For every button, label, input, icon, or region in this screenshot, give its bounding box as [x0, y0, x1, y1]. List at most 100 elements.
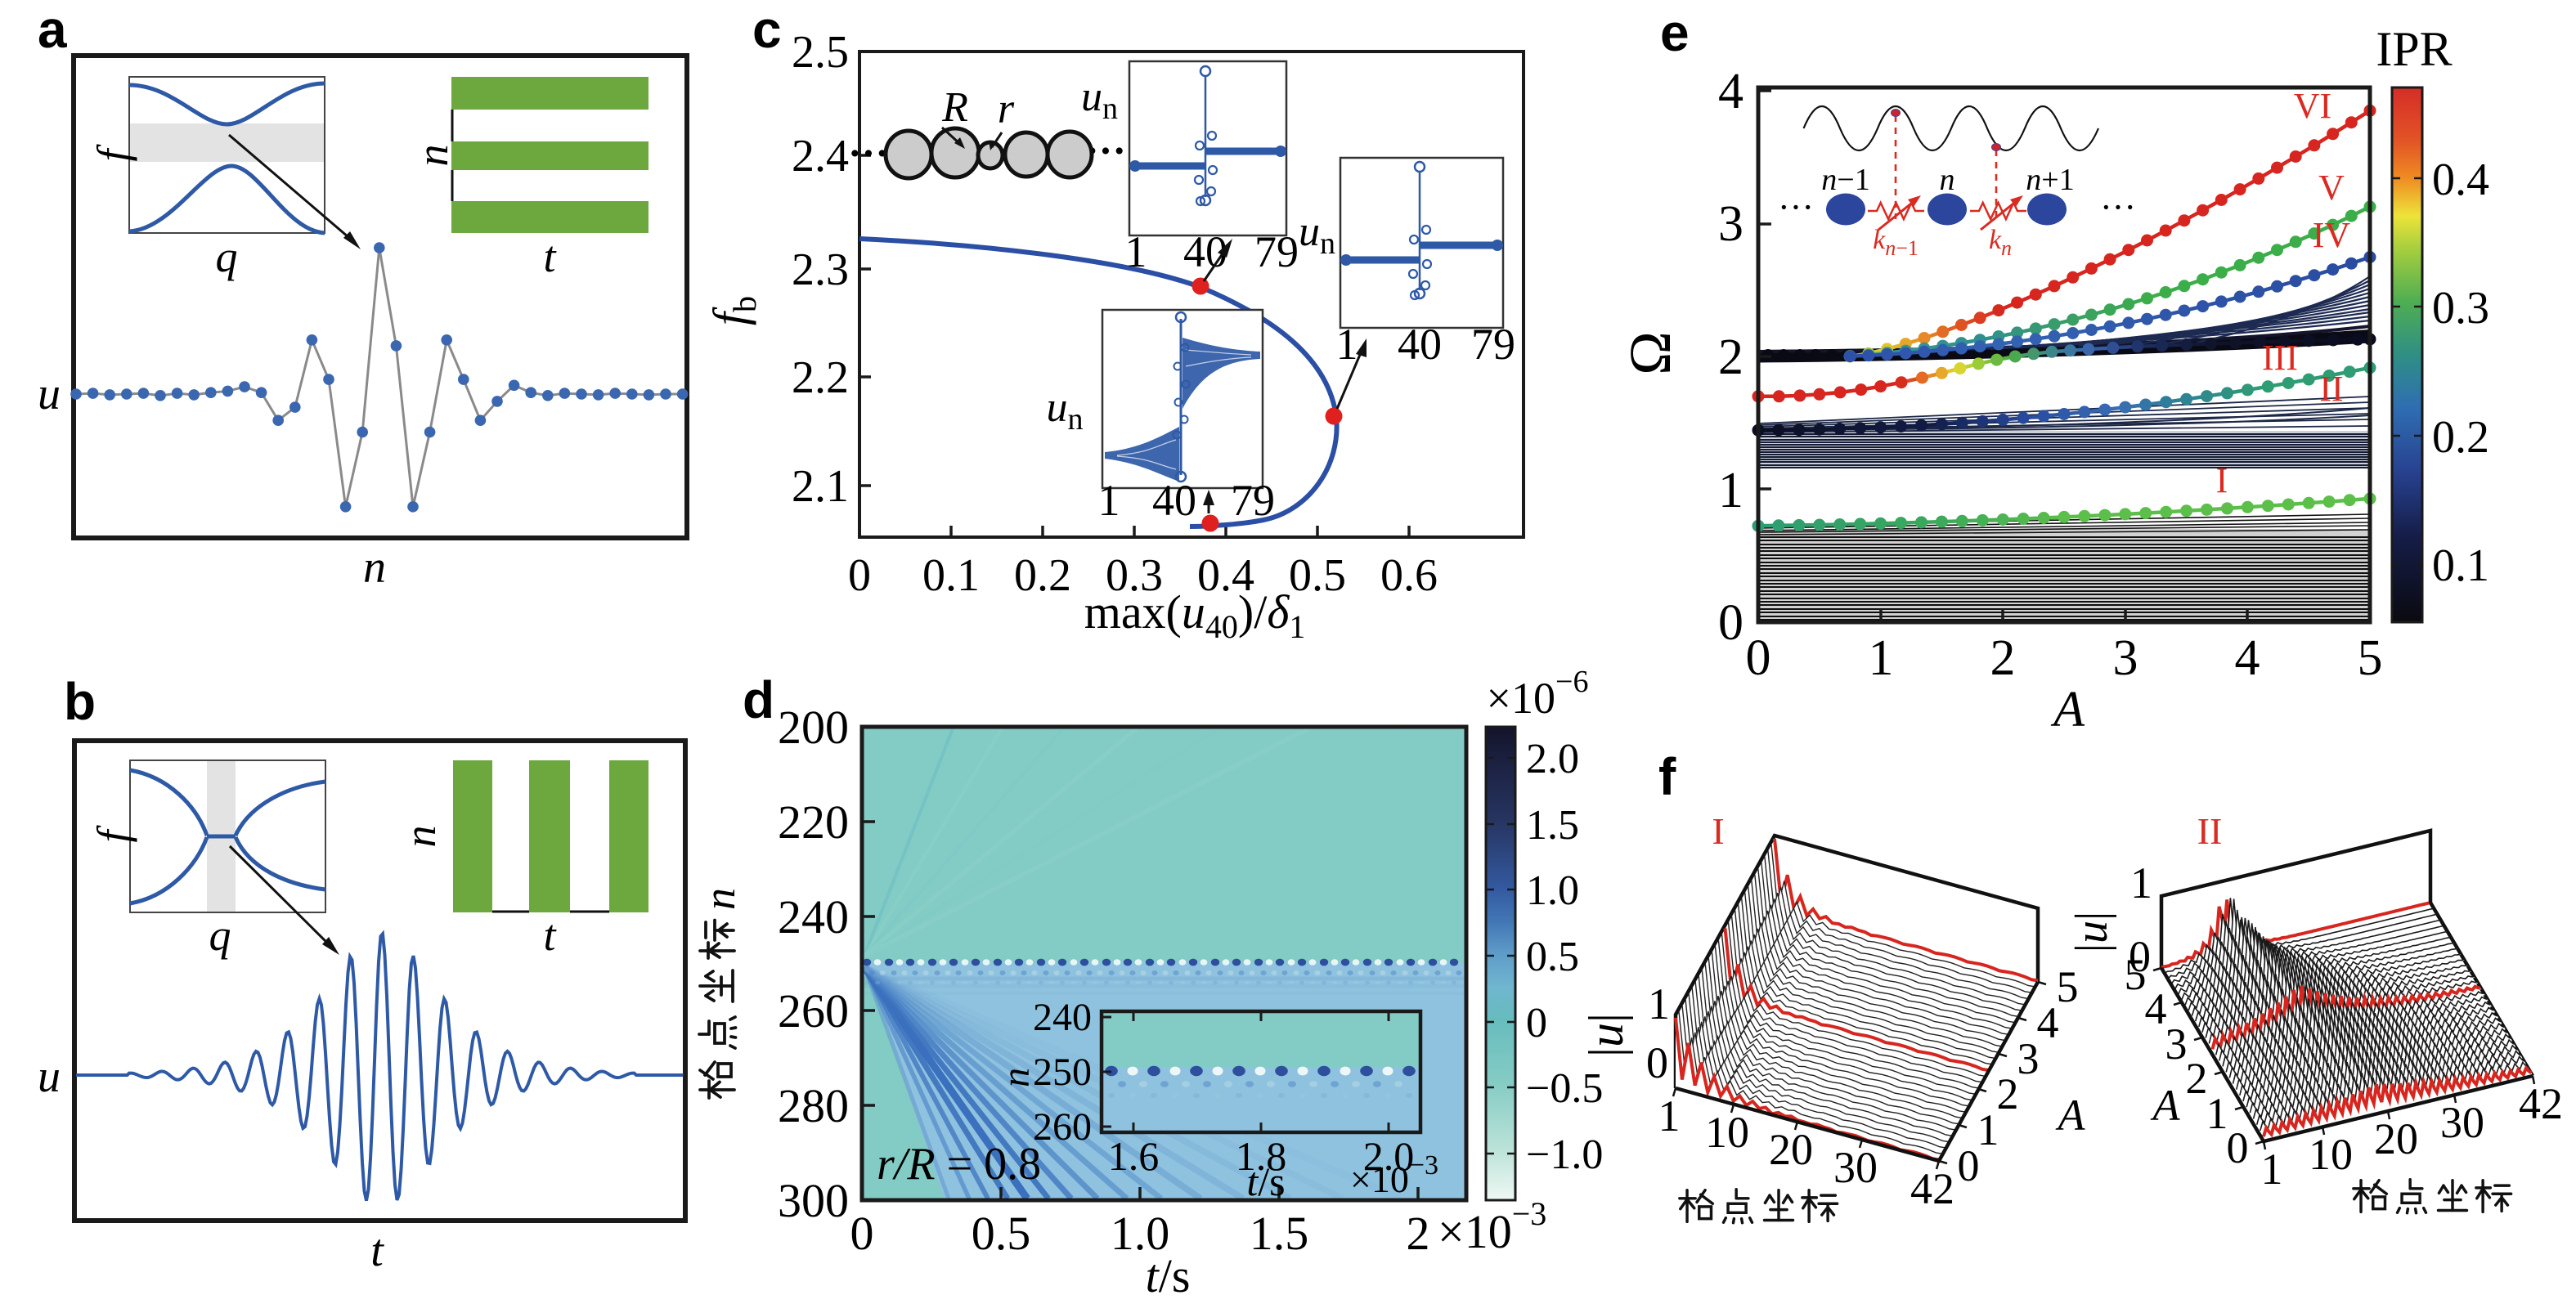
- svg-text:···: ···: [2100, 187, 2136, 227]
- svg-text:u: u: [38, 1051, 61, 1102]
- svg-text:a: a: [38, 0, 67, 59]
- svg-text:0.2: 0.2: [2432, 412, 2489, 463]
- svg-text:|u|: |u|: [2067, 912, 2117, 952]
- svg-text:220: 220: [778, 795, 849, 849]
- svg-text:4: 4: [2235, 630, 2260, 686]
- svg-text:0: 0: [2227, 1123, 2249, 1172]
- svg-text:VI: VI: [2294, 86, 2331, 126]
- svg-text:42: 42: [1910, 1164, 1954, 1213]
- svg-text:e: e: [1660, 3, 1690, 62]
- svg-text:0: 0: [1718, 595, 1744, 651]
- svg-text:0: 0: [1646, 1038, 1668, 1087]
- svg-text:n: n: [1940, 163, 1955, 197]
- svg-text:0.1: 0.1: [922, 550, 980, 601]
- svg-text:−1.0: −1.0: [1526, 1132, 1603, 1178]
- svg-text:79: 79: [1471, 320, 1515, 369]
- svg-text:200: 200: [778, 701, 849, 754]
- svg-text:1.5: 1.5: [1250, 1207, 1309, 1260]
- svg-text:V: V: [2318, 168, 2345, 208]
- svg-text:5: 5: [2057, 962, 2079, 1011]
- svg-text:10: 10: [1705, 1108, 1749, 1157]
- svg-text:n: n: [363, 542, 386, 593]
- svg-text:q: q: [216, 232, 238, 281]
- svg-text:0: 0: [1958, 1141, 1980, 1190]
- svg-text:0: 0: [850, 1207, 874, 1260]
- svg-text:1: 1: [1718, 463, 1744, 518]
- svg-text:I: I: [1712, 810, 1724, 852]
- svg-text:1: 1: [1648, 979, 1670, 1028]
- svg-text:···: ···: [848, 130, 889, 176]
- svg-text:2: 2: [1997, 1069, 2019, 1118]
- svg-text:2.4: 2.4: [792, 131, 849, 181]
- svg-text:2: 2: [1990, 630, 2016, 686]
- svg-text:2: 2: [1718, 329, 1744, 385]
- svg-text:1: 1: [1098, 476, 1120, 525]
- svg-text:0.2: 0.2: [1014, 550, 1071, 601]
- svg-text:f: f: [1658, 747, 1676, 806]
- svg-text:n+1: n+1: [2026, 163, 2074, 197]
- svg-text:1: 1: [2130, 858, 2152, 907]
- svg-text:un: un: [1081, 74, 1118, 126]
- svg-text:40: 40: [1398, 320, 1442, 369]
- svg-text:A: A: [2050, 682, 2085, 737]
- svg-text:3: 3: [2113, 630, 2138, 686]
- svg-text:0.6: 0.6: [1380, 550, 1438, 601]
- svg-text:0: 0: [2129, 932, 2151, 981]
- svg-text:2.0: 2.0: [1526, 736, 1579, 782]
- svg-text:3: 3: [2165, 1019, 2188, 1069]
- svg-text:t: t: [543, 911, 557, 960]
- svg-text:1.6: 1.6: [1108, 1133, 1160, 1179]
- svg-text:0.5: 0.5: [1526, 934, 1579, 980]
- svg-text:2.2: 2.2: [792, 352, 849, 403]
- svg-text:kn: kn: [1989, 225, 2012, 260]
- svg-text:1: 1: [2206, 1089, 2228, 1138]
- svg-text:30: 30: [1833, 1143, 1878, 1192]
- svg-text:t/s: t/s: [1146, 1249, 1191, 1302]
- svg-text:un: un: [1047, 384, 1084, 437]
- svg-text:t: t: [543, 232, 557, 281]
- svg-text:II: II: [2319, 369, 2343, 409]
- svg-text:3: 3: [1718, 196, 1744, 252]
- svg-text:0: 0: [848, 550, 871, 601]
- svg-text:240: 240: [1033, 996, 1092, 1039]
- svg-text:0.5: 0.5: [1289, 550, 1346, 601]
- svg-text:30: 30: [2440, 1098, 2484, 1147]
- svg-text:0.4: 0.4: [1197, 550, 1254, 601]
- svg-text:IV: IV: [2313, 215, 2351, 255]
- svg-text:0.3: 0.3: [2432, 283, 2489, 334]
- svg-text:un: un: [1299, 208, 1335, 261]
- svg-text:280: 280: [778, 1079, 849, 1132]
- svg-text:d: d: [743, 670, 774, 729]
- svg-text:n−1: n−1: [1821, 163, 1869, 197]
- svg-text:max(u40)/δ1: max(u40)/δ1: [1084, 585, 1306, 645]
- svg-text:79: 79: [1254, 227, 1299, 276]
- svg-text:42: 42: [2519, 1079, 2563, 1128]
- svg-text:t/s: t/s: [1246, 1158, 1285, 1204]
- svg-text:1: 1: [1125, 227, 1147, 276]
- svg-text:Ω: Ω: [1618, 331, 1683, 375]
- svg-text:A: A: [2056, 1091, 2086, 1140]
- svg-text:2.3: 2.3: [792, 244, 849, 295]
- svg-text:1: 1: [1336, 320, 1358, 369]
- svg-text:0.1: 0.1: [2432, 540, 2489, 591]
- svg-text:2.1: 2.1: [792, 461, 849, 512]
- svg-text:1.0: 1.0: [1111, 1207, 1170, 1260]
- svg-text:0: 0: [1746, 630, 1771, 686]
- svg-text:n: n: [994, 1068, 1038, 1087]
- svg-text:240: 240: [778, 890, 849, 943]
- svg-text:300: 300: [778, 1174, 849, 1227]
- svg-text:c: c: [752, 0, 782, 59]
- svg-text:t: t: [370, 1226, 384, 1276]
- svg-text:IPR: IPR: [2376, 22, 2452, 76]
- svg-text:A: A: [2151, 1081, 2181, 1130]
- svg-text:4: 4: [2037, 998, 2059, 1047]
- svg-text:4: 4: [2145, 984, 2167, 1033]
- svg-text:0.5: 0.5: [972, 1207, 1031, 1260]
- svg-text:−0.5: −0.5: [1526, 1065, 1603, 1112]
- svg-text:5: 5: [2358, 630, 2383, 686]
- svg-text:1: 1: [1658, 1091, 1681, 1140]
- svg-text:III: III: [2262, 338, 2298, 378]
- svg-text:3: 3: [2017, 1034, 2040, 1083]
- svg-text:1: 1: [1869, 630, 1894, 686]
- svg-text:1.8: 1.8: [1236, 1133, 1287, 1179]
